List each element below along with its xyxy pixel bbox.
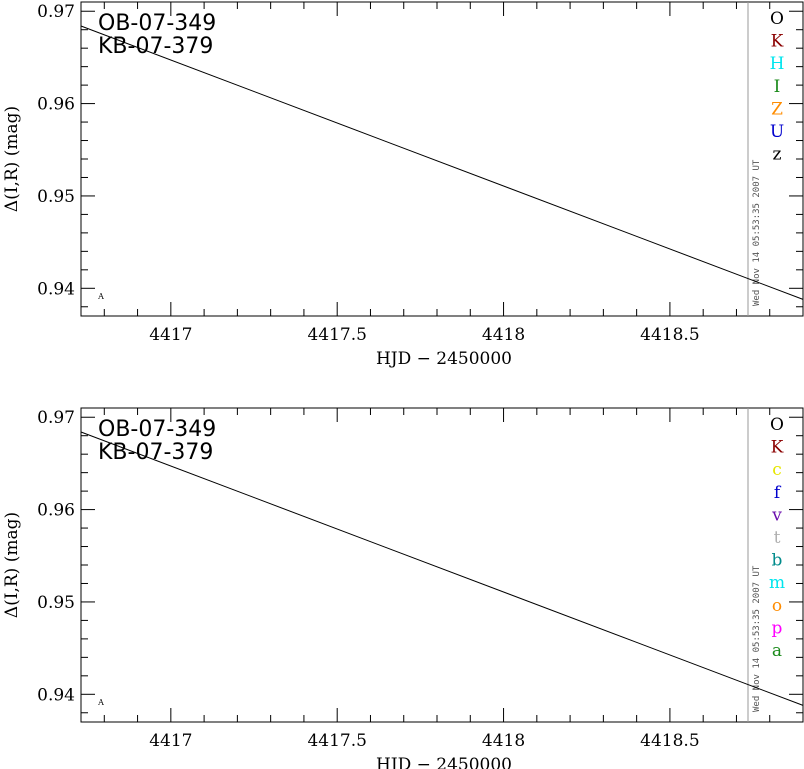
timestamp-label: Wed Nov 14 05:53:35 2007 UT (752, 159, 762, 306)
legend-entry: a (772, 641, 782, 661)
legend-entry: o (772, 596, 782, 616)
x-tick-label: 4418.5 (640, 325, 699, 345)
x-tick-label: 4417.5 (307, 731, 366, 751)
series-line (80, 431, 804, 706)
legend-entry: p (772, 618, 783, 638)
x-tick-label: 4418 (482, 325, 525, 345)
legend-entry: K (771, 438, 784, 458)
object-name: OB-07-349 (98, 417, 216, 442)
timestamp-label: Wed Nov 14 05:53:35 2007 UT (752, 565, 762, 712)
y-tick-label: 0.97 (37, 408, 75, 428)
legend-entry: v (771, 505, 782, 525)
x-tick-label: 4417 (149, 731, 192, 751)
object-name: KB-07-379 (98, 34, 213, 59)
chart-panel-2: 4417 4417.5 4418 4418.5 0.94 0.95 0.96 0.97 HJD … (2, 407, 804, 769)
legend-entry: I (774, 77, 781, 97)
legend-entry: t (774, 528, 781, 548)
y-tick-label: 0.96 (37, 95, 75, 115)
x-tick-label: 4417.5 (307, 325, 366, 345)
legend-entry: K (771, 32, 784, 52)
y-tick-label: 0.95 (37, 593, 75, 613)
y-tick-label: 0.94 (37, 279, 75, 299)
y-tick-label: 0.94 (37, 685, 75, 705)
legend-entry: O (770, 415, 784, 435)
chart-panel-1: 4417 4417.5 4418 4418.5 0.94 0.95 0.96 0.97 HJD … (2, 1, 804, 369)
legend-entry: b (772, 551, 783, 571)
x-tick-label: 4417 (149, 325, 192, 345)
corner-mark: A (97, 698, 104, 707)
corner-mark: A (97, 292, 104, 301)
legend-entry: H (770, 54, 785, 74)
legend-entry: f (774, 483, 782, 503)
y-tick-label: 0.95 (37, 187, 75, 207)
object-name: KB-07-379 (98, 440, 213, 465)
y-tick-label: 0.96 (37, 501, 75, 521)
legend-entry: O (770, 9, 784, 29)
legend-entry: c (772, 460, 782, 480)
object-name: OB-07-349 (98, 11, 216, 36)
legend-entry: U (770, 122, 784, 142)
x-tick-label: 4418 (482, 731, 525, 751)
legend-entry: Z (771, 99, 783, 119)
y-tick-label: 0.97 (37, 2, 75, 22)
x-axis-label: HJD − 2450000 (376, 755, 512, 769)
legend-entry: z (773, 145, 782, 165)
legend-entry: m (769, 573, 785, 593)
x-axis-label: HJD − 2450000 (376, 349, 512, 369)
y-axis-label: Δ(I,R) (mag) (2, 106, 22, 212)
x-tick-label: 4418.5 (640, 731, 699, 751)
y-axis-label: Δ(I,R) (mag) (2, 512, 22, 618)
series-line (80, 25, 804, 300)
